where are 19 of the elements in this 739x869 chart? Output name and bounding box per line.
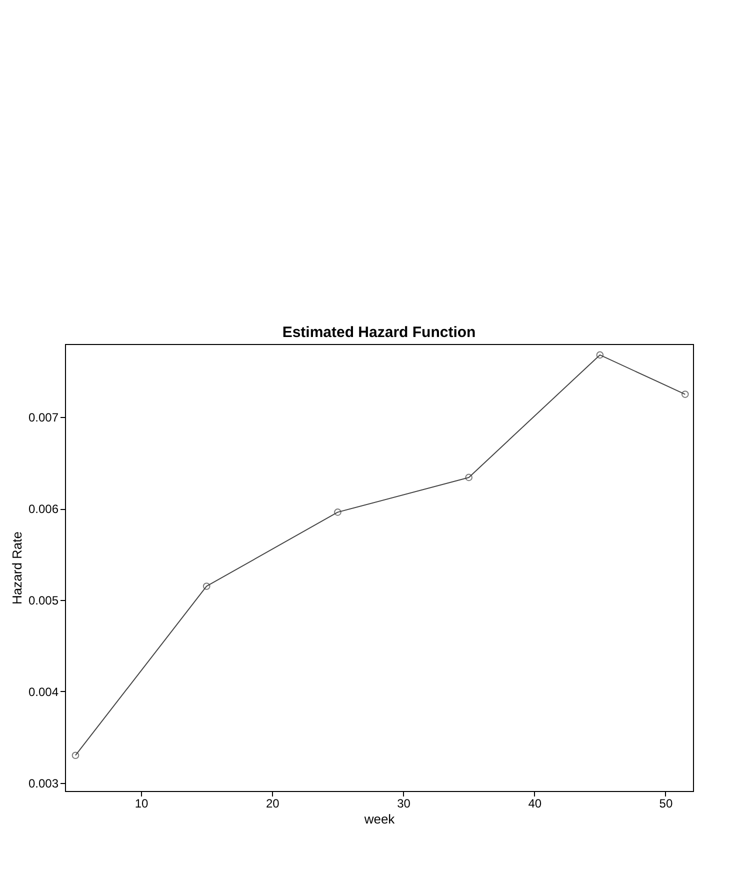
x-tick-label: 50 xyxy=(659,796,673,810)
y-tick-label: 0.006 xyxy=(28,502,59,516)
point xyxy=(202,582,210,590)
y-tick-label: 0.004 xyxy=(28,684,59,699)
x-tick-label: 10 xyxy=(134,796,149,810)
y-tick-label: 0.003 xyxy=(28,776,59,790)
point xyxy=(334,508,342,516)
x-tick-label: 40 xyxy=(528,796,542,810)
point xyxy=(596,351,604,359)
chart-title: Estimated Hazard Function xyxy=(282,324,476,341)
point xyxy=(72,752,80,760)
point xyxy=(465,474,472,482)
y-tick-label: 0.005 xyxy=(28,593,59,608)
x-tick-label: 20 xyxy=(266,796,280,810)
y-axis-title: Hazard Rate xyxy=(9,532,24,604)
y-tick-label: 0.007 xyxy=(28,410,59,425)
point xyxy=(681,390,689,398)
x-tick-label: 30 xyxy=(397,796,411,810)
x-axis-title: week xyxy=(363,812,396,826)
